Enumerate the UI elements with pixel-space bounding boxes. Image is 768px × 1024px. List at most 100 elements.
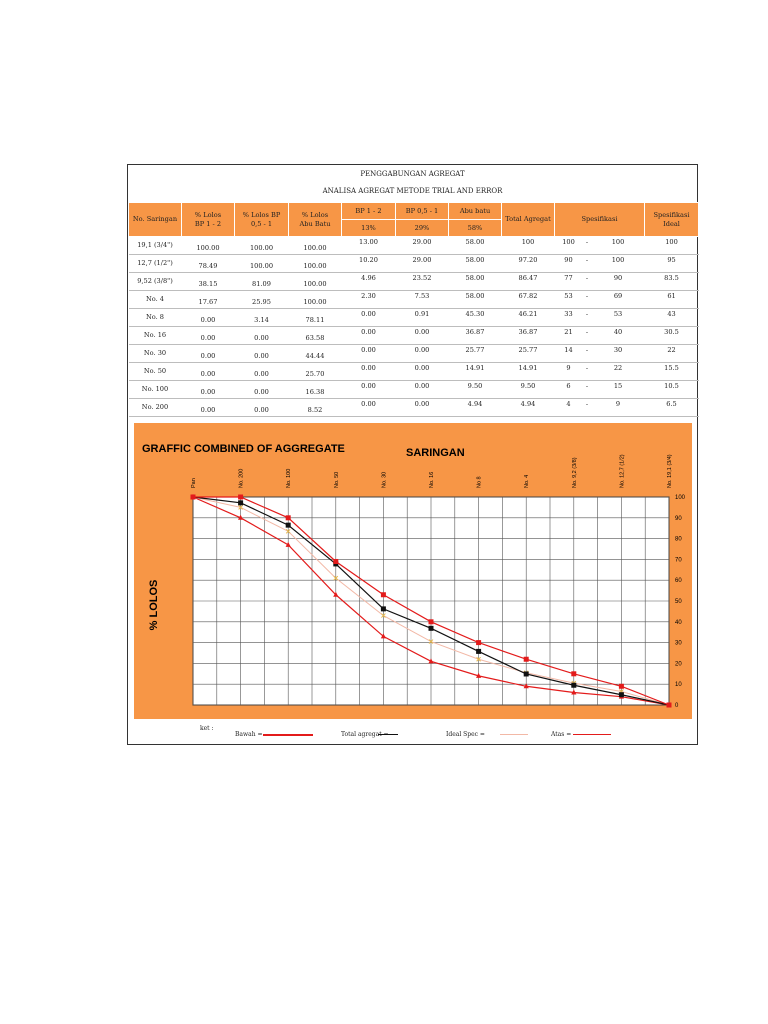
cell-spec-max: 22 bbox=[591, 359, 645, 378]
cell-abu: 4.94 bbox=[448, 395, 502, 414]
cell-spec-min: 14 bbox=[554, 341, 583, 360]
data-point bbox=[285, 522, 291, 528]
cell-lolos-bp12: 38.15 bbox=[181, 275, 235, 294]
cell-lolos-bp051: 25.95 bbox=[234, 293, 289, 312]
cell-lolos-abu: 78.11 bbox=[288, 311, 342, 330]
cell-bp051: 23.52 bbox=[395, 269, 449, 288]
table-row: No. 4 17.67 25.95 100.00 2.30 7.53 58.00 67.82 5… bbox=[128, 287, 699, 312]
data-point bbox=[285, 528, 291, 534]
x-tick-label: No. 30 bbox=[381, 472, 387, 488]
data-point bbox=[428, 625, 434, 631]
cell-bp12: 10.20 bbox=[341, 251, 396, 270]
cell-bp051: 0.00 bbox=[395, 395, 449, 414]
x-tick-label: No. 9,2 (3/8) bbox=[572, 457, 578, 488]
cell-saringan: No. 200 bbox=[128, 398, 182, 417]
header-total: Total Agregat bbox=[501, 202, 555, 237]
data-point bbox=[238, 500, 244, 506]
cell-spec-min: 21 bbox=[554, 323, 583, 342]
cell-abu: 58.00 bbox=[448, 287, 502, 306]
cell-spec-min: 53 bbox=[554, 287, 583, 306]
gradation-table: No. Saringan % Lolos BP 1 - 2 % Lolos BP 0… bbox=[128, 202, 700, 420]
cell-abu: 9.50 bbox=[448, 377, 502, 396]
cell-spec-max: 69 bbox=[591, 287, 645, 306]
y-tick-label: 40 bbox=[675, 620, 682, 626]
pct-bp12: 13% bbox=[341, 219, 396, 237]
cell-bp051: 0.00 bbox=[395, 341, 449, 360]
cell-spec-dash: - bbox=[582, 251, 592, 270]
cell-spec-dash: - bbox=[582, 233, 592, 252]
cell-bp12: 0.00 bbox=[341, 305, 396, 324]
y-tick-label: 90 bbox=[675, 516, 682, 522]
pct-bp051: 29% bbox=[395, 219, 449, 237]
cell-lolos-abu: 100.00 bbox=[288, 275, 342, 294]
cell-lolos-bp051: 100.00 bbox=[234, 239, 289, 258]
cell-spec-dash: - bbox=[582, 341, 592, 360]
legend-ket: ket : bbox=[200, 725, 214, 732]
cell-bp12: 0.00 bbox=[341, 359, 396, 378]
table-row: No. 16 0.00 0.00 63.58 0.00 0.00 36.87 36.87 21-… bbox=[128, 323, 699, 348]
table-row: 19,1 (3/4") 100.00 100.00 100.00 13.00 29.00 5… bbox=[128, 233, 699, 258]
aggregate-sheet: PENGGABUNGAN AGREGAT ANALISA AGREGAT MET… bbox=[127, 164, 700, 745]
legend-ideal-label: Ideal Spec = bbox=[446, 731, 485, 738]
cell-spec-max: 40 bbox=[591, 323, 645, 342]
header-abu: Abu batu bbox=[448, 202, 502, 220]
cell-lolos-bp12: 0.00 bbox=[181, 383, 235, 402]
cell-lolos-bp051: 0.00 bbox=[234, 329, 289, 348]
cell-lolos-bp12: 0.00 bbox=[181, 311, 235, 330]
cell-lolos-bp12: 0.00 bbox=[181, 401, 235, 420]
cell-abu: 45.30 bbox=[448, 305, 502, 324]
cell-spec-min: 90 bbox=[554, 251, 583, 270]
data-point bbox=[476, 648, 482, 654]
x-tick-label: No. 100 bbox=[286, 469, 292, 488]
legend-bawah-swatch bbox=[263, 734, 313, 736]
chart-panel: 100 90 80 70 60 50 40 30 20 10 0 GRAFFIC COMBINED O… bbox=[134, 423, 692, 719]
sheet-title: PENGGABUNGAN AGREGAT bbox=[360, 170, 465, 178]
data-point bbox=[285, 515, 291, 521]
y-tick-label: 80 bbox=[675, 537, 682, 543]
cell-ideal: 30.5 bbox=[644, 323, 699, 342]
table-row: No. 50 0.00 0.00 25.70 0.00 0.00 14.91 14.91 9-2… bbox=[128, 359, 699, 384]
x-tick-label: No. 200 bbox=[239, 469, 245, 488]
cell-total: 97.20 bbox=[501, 251, 555, 270]
header-lolos-bp051: % Lolos BP 0,5 - 1 bbox=[234, 202, 289, 237]
cell-bp12: 0.00 bbox=[341, 323, 396, 342]
cell-bp051: 7.53 bbox=[395, 287, 449, 306]
cell-lolos-bp12: 0.00 bbox=[181, 347, 235, 366]
y-tick-label: 70 bbox=[675, 557, 682, 563]
table-row: 12,7 (1/2") 78.49 100.00 100.00 10.20 29.00 58… bbox=[128, 251, 699, 276]
data-point bbox=[523, 671, 529, 677]
cell-total: 46.21 bbox=[501, 305, 555, 324]
cell-saringan: No. 8 bbox=[128, 308, 182, 327]
data-point bbox=[285, 541, 291, 547]
data-point bbox=[476, 656, 481, 662]
cell-spec-max: 30 bbox=[591, 341, 645, 360]
cell-saringan: No. 16 bbox=[128, 326, 182, 345]
data-point bbox=[428, 639, 434, 644]
table-row: No. 30 0.00 0.00 44.44 0.00 0.00 25.77 25.77 14-… bbox=[128, 341, 699, 366]
cell-spec-max: 53 bbox=[591, 305, 645, 324]
cell-spec-min: 6 bbox=[554, 377, 583, 396]
cell-bp12: 0.00 bbox=[341, 395, 396, 414]
y-tick-label: 100 bbox=[675, 495, 686, 501]
cell-ideal: 83.5 bbox=[644, 269, 699, 288]
cell-lolos-bp051: 0.00 bbox=[234, 347, 289, 366]
cell-saringan: No. 30 bbox=[128, 344, 182, 363]
x-tick-label: No. 16 bbox=[429, 472, 435, 488]
data-point bbox=[381, 613, 386, 618]
cell-saringan: 12,7 (1/2") bbox=[128, 254, 182, 273]
cell-ideal: 61 bbox=[644, 287, 699, 306]
header-ideal: Spesifikasi Ideal bbox=[644, 202, 700, 237]
x-tick-label: No. 19,1 (3/4) bbox=[667, 454, 673, 488]
cell-abu: 25.77 bbox=[448, 341, 502, 360]
legend-atas-swatch bbox=[573, 734, 611, 735]
cell-total: 9.50 bbox=[501, 377, 555, 396]
data-point bbox=[476, 672, 482, 678]
cell-spec-min: 9 bbox=[554, 359, 583, 378]
cell-ideal: 100 bbox=[644, 233, 699, 252]
cell-spec-max: 9 bbox=[591, 395, 645, 414]
table-row: 9,52 (3/8") 38.15 81.09 100.00 4.96 23.52 58.0… bbox=[128, 269, 699, 294]
y-tick-label: 50 bbox=[675, 599, 682, 605]
data-point bbox=[571, 689, 577, 695]
data-point bbox=[571, 671, 577, 677]
cell-bp051: 0.00 bbox=[395, 377, 449, 396]
